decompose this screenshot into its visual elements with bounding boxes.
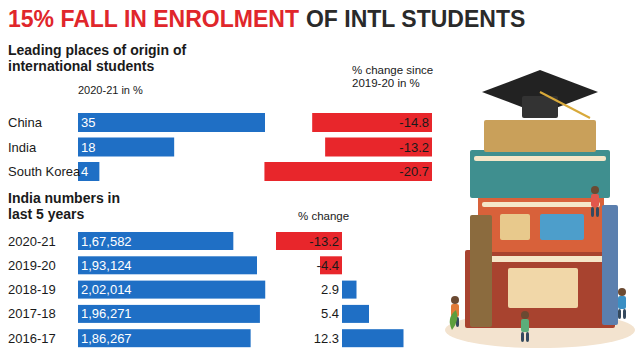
person-body <box>521 319 529 332</box>
person-leg <box>591 207 594 217</box>
illustration-shape <box>470 150 610 198</box>
chart-title: % change <box>298 210 388 223</box>
person-head <box>591 186 599 194</box>
category-label: China <box>8 115 43 130</box>
plant <box>450 310 458 330</box>
data-label: 4 <box>81 164 88 179</box>
bars <box>78 113 265 181</box>
category-label: 2016-17 <box>8 331 56 346</box>
data-label: -20.7 <box>399 164 429 179</box>
data-label: -13.2 <box>309 234 339 249</box>
data-label: -13.2 <box>399 140 429 155</box>
bar <box>78 232 233 250</box>
data-label: 1,93,124 <box>81 258 132 273</box>
data-label: 5.4 <box>321 306 339 321</box>
title-rest: OF INTL STUDENTS <box>306 6 525 32</box>
category-label: 2017-18 <box>8 306 56 321</box>
category-label: 2018-19 <box>8 282 56 297</box>
bars <box>78 232 265 347</box>
illustration-shape <box>482 202 600 207</box>
person-head <box>521 311 529 319</box>
data-label: 18 <box>81 140 95 155</box>
data-label: 12.3 <box>314 331 339 346</box>
data-label: 2.9 <box>321 282 339 297</box>
person-head <box>451 296 459 304</box>
bar <box>78 256 257 274</box>
illustration-shape <box>602 205 618 325</box>
bar <box>325 138 432 157</box>
person-head <box>618 288 626 296</box>
bar <box>78 113 265 132</box>
chart-title: Leading places of origin of internationa… <box>8 42 223 74</box>
illustration-shape <box>478 196 604 252</box>
person-leg <box>618 309 621 319</box>
data-label: 1,67,582 <box>81 234 132 249</box>
labels: -13.2 -4.4 2.9 5.4 12.3 <box>309 234 339 346</box>
data-label: -4.4 <box>317 258 339 273</box>
data-label: 2,02,014 <box>81 282 132 297</box>
bar <box>312 113 432 132</box>
data-label: -14.8 <box>399 115 429 130</box>
bar <box>78 329 251 347</box>
bars <box>276 232 404 347</box>
category-label: 2020-21 <box>8 234 56 249</box>
bar <box>78 162 99 181</box>
bar <box>78 281 265 299</box>
category-label: South Korea <box>8 164 81 179</box>
cap-tassel <box>540 92 590 118</box>
illustration-shape <box>484 120 596 152</box>
person-leg <box>623 309 626 319</box>
chart-title: India numbers in last 5 years <box>8 190 148 222</box>
header-title: 15% FALL IN ENROLMENT OF INTL STUDENTS <box>8 6 525 32</box>
data-label: 1,86,267 <box>81 331 132 346</box>
illustration-shape <box>470 215 492 327</box>
chart-title: % change since 2019-20 in % <box>352 64 444 90</box>
bar <box>276 232 342 250</box>
bars <box>264 113 432 181</box>
labels: China 35 India 18South Korea4 <box>8 115 95 179</box>
person-body <box>618 296 626 309</box>
bar <box>78 305 260 323</box>
category-label: 2019-20 <box>8 258 56 273</box>
person-leg <box>521 332 524 342</box>
title-highlight: 15% FALL IN ENROLMENT <box>8 6 299 32</box>
data-label: 35 <box>81 115 95 130</box>
bar <box>342 305 369 323</box>
illustration-shape <box>474 156 606 161</box>
bar <box>342 329 404 347</box>
labels: -14.8 -13.2 -20.7 <box>399 115 429 179</box>
labels: 2020-21 1,67,582 2019-20 1,93,124 2018-19 2,0… <box>8 234 132 346</box>
illustration <box>445 70 635 348</box>
bar <box>264 162 432 181</box>
illustration-shape <box>540 214 584 240</box>
bar <box>78 138 174 157</box>
data-label: 1,96,271 <box>81 306 132 321</box>
chart-subtitle: 2020-21 in % <box>78 84 143 97</box>
person-leg <box>596 207 599 217</box>
person-body <box>591 194 599 207</box>
person-leg <box>526 332 529 342</box>
bar <box>342 281 357 299</box>
category-label: India <box>8 140 37 155</box>
illustration-shape <box>508 268 578 308</box>
illustration-shape <box>500 214 530 240</box>
